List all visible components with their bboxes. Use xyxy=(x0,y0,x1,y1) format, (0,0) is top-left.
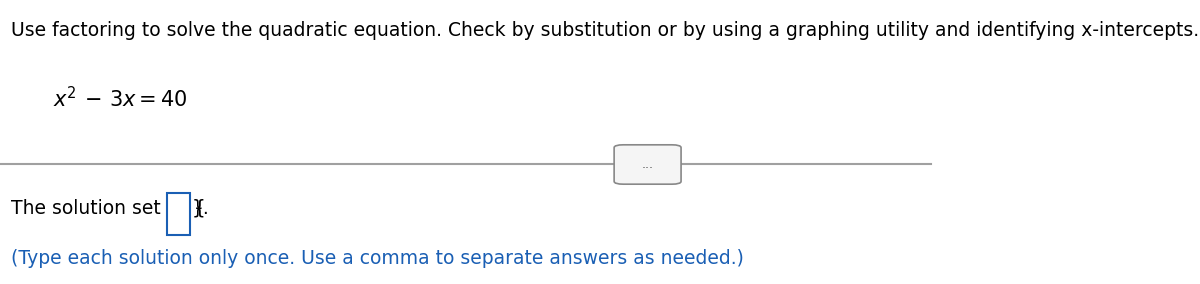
Text: Use factoring to solve the quadratic equation. Check by substitution or by using: Use factoring to solve the quadratic equ… xyxy=(11,21,1199,40)
Text: $x^{2}$$\,-\,3x = 40$: $x^{2}$$\,-\,3x = 40$ xyxy=(53,86,187,111)
FancyBboxPatch shape xyxy=(167,193,190,235)
Text: }.: }. xyxy=(192,198,210,217)
Text: (Type each solution only once. Use a comma to separate answers as needed.): (Type each solution only once. Use a com… xyxy=(11,249,744,268)
FancyBboxPatch shape xyxy=(614,145,682,184)
Text: The solution set is  {: The solution set is { xyxy=(11,198,205,217)
Text: ...: ... xyxy=(642,158,654,171)
